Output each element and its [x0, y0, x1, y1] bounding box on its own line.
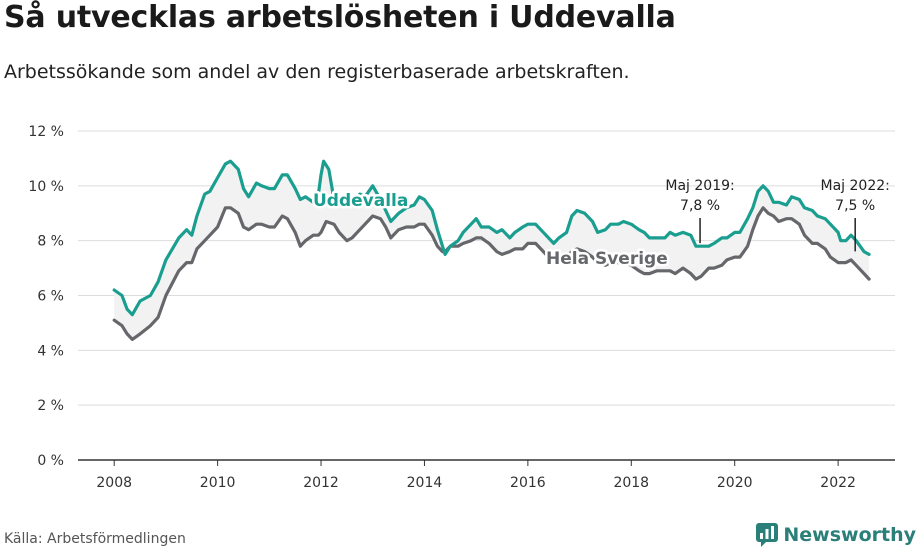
x-tick-label: 2012: [303, 475, 339, 491]
page-title: Så utvecklas arbetslösheten i Uddevalla: [4, 0, 676, 35]
y-axis-ticks: 0 % 2 % 4 % 6 % 8 % 10 % 12 %: [28, 124, 64, 469]
difference-band: [114, 161, 870, 340]
series-line-hela-sverige: [112, 206, 871, 341]
series-lines: [112, 159, 871, 341]
y-tick-label: 12 %: [28, 124, 64, 140]
x-tick-label: 2020: [717, 475, 753, 491]
page-subtitle: Arbetssökande som andel av den registerb…: [4, 61, 630, 83]
newsworthy-chart-icon: [756, 523, 779, 547]
y-tick-label: 6 %: [37, 289, 64, 305]
series-labels: Uddevalla Hela Sverige: [311, 189, 671, 272]
y-tick-label: 10 %: [28, 179, 64, 195]
series-line-uddevalla: [112, 159, 871, 317]
x-tick-label: 2016: [510, 475, 546, 491]
series-label-uddevalla: Uddevalla: [313, 191, 408, 211]
band-area: [114, 161, 870, 340]
source-note: Källa: Arbetsförmedlingen: [4, 531, 186, 547]
x-axis: 2008 2010 2012 2014 2016 2018 2020 2022: [96, 460, 856, 491]
series-label-hela-sverige: Hela Sverige: [546, 249, 668, 269]
annotation-text: 7,8 %: [680, 198, 720, 214]
brand-name: Newsworthy: [783, 524, 916, 546]
x-tick-label: 2022: [820, 475, 856, 491]
annotation-text: 7,5 %: [835, 198, 875, 214]
grid-lines: [78, 130, 895, 461]
brand-logo: Newsworthy: [755, 522, 916, 548]
annotation-text: Maj 2019:: [665, 178, 734, 194]
x-tick-label: 2018: [613, 475, 649, 491]
annotation-text: Maj 2022:: [821, 178, 890, 194]
x-tick-label: 2010: [200, 475, 236, 491]
annotations: Maj 2019: 7,8 % Maj 2022: 7,5 %: [665, 178, 890, 252]
y-tick-label: 2 %: [37, 398, 64, 414]
y-tick-label: 8 %: [37, 234, 64, 250]
x-tick-label: 2008: [96, 475, 132, 491]
y-tick-label: 4 %: [37, 343, 64, 359]
y-tick-label: 0 %: [37, 453, 64, 469]
x-tick-label: 2014: [407, 475, 443, 491]
